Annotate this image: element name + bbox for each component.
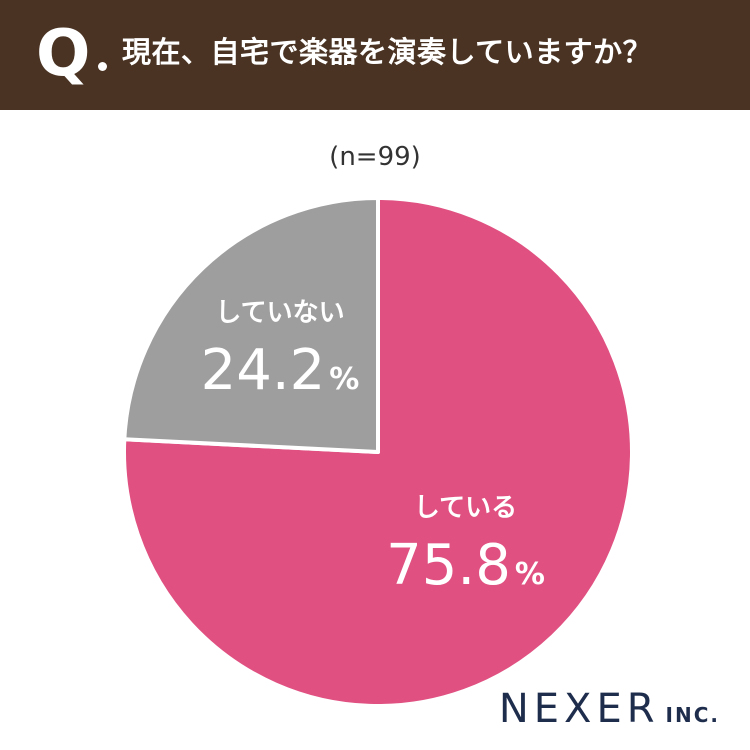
q-dot [98, 62, 107, 71]
slice-label-2: していない [215, 298, 344, 328]
pie-slice-1 [122, 196, 634, 708]
nexer-logo: NEXER INC. [499, 686, 720, 732]
logo-sub: INC. [665, 703, 720, 727]
logo-main: NEXER [498, 686, 660, 732]
q-mark: Q [36, 17, 91, 91]
slice-value-1: 75.8% [386, 533, 545, 598]
sample-size: (n=99) [329, 142, 421, 172]
pie-slice-2 [122, 196, 380, 454]
slice-value-2: 24.2% [201, 338, 360, 403]
slice-label-1: している [414, 493, 517, 523]
question-header: Q 現在、自宅で楽器を演奏していますか？ [0, 0, 750, 110]
question-text: 現在、自宅で楽器を演奏していますか？ [122, 35, 653, 69]
